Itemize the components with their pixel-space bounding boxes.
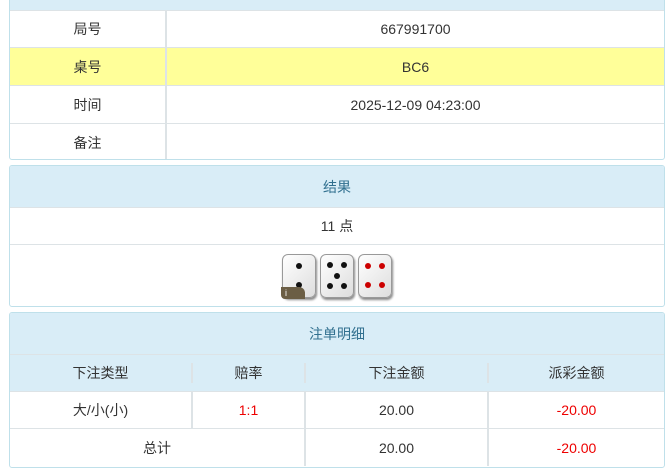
label: 桌号 <box>73 58 102 75</box>
info-badge: i <box>281 286 305 299</box>
total-amount: 20.00 <box>304 429 487 466</box>
label: 备注 <box>73 134 102 151</box>
pip <box>296 281 302 288</box>
die-2: i <box>281 253 316 299</box>
total-row: 总计 20.00 -20.00 <box>10 428 664 466</box>
pip <box>334 272 340 279</box>
row-table: 桌号 BC6 <box>10 47 664 85</box>
table-number: BC6 <box>165 48 664 85</box>
label: 时间 <box>73 96 102 113</box>
pip <box>326 262 333 268</box>
die-4 <box>358 253 392 298</box>
pip <box>296 263 302 270</box>
pip <box>341 283 348 289</box>
row-round: 局号 667991700 <box>10 10 664 47</box>
time-value: 2025-12-09 04:23:00 <box>165 86 664 123</box>
total-payout: -20.00 <box>487 429 664 466</box>
col-payout: 派彩金额 <box>487 363 664 383</box>
total-label: 总计 <box>143 439 171 456</box>
row-time: 时间 2025-12-09 04:23:00 <box>10 85 664 123</box>
col-amount: 下注金额 <box>304 363 487 383</box>
row-note: 备注 <box>10 123 664 159</box>
pip <box>326 283 333 289</box>
pip <box>364 281 371 288</box>
bets-title: 注单明细 <box>10 313 664 354</box>
col-type: 下注类型 <box>72 365 129 381</box>
odds: 1:1 <box>191 392 304 428</box>
col-odds: 赔率 <box>191 363 304 383</box>
note-value <box>165 124 664 159</box>
info-panel: 局号 667991700 桌号 BC6 时间 2025-12-09 04:23:00 … <box>9 0 665 160</box>
result-title: 结果 <box>10 166 664 207</box>
points: 11 点 <box>320 218 354 234</box>
bet-panel: 注单明细 下注类型 赔率 下注金额 派彩金额 大/小(小) 1:1 20.00 … <box>9 312 665 468</box>
table-row: 大/小(小) 1:1 20.00 -20.00 <box>10 391 664 428</box>
pip <box>341 262 348 268</box>
pip <box>364 263 371 270</box>
result-panel: 结果 11 点 i <box>9 165 665 307</box>
pip <box>379 263 386 270</box>
pip <box>379 281 386 288</box>
die-5 <box>320 253 354 298</box>
payout: -20.00 <box>487 392 664 428</box>
bet-type: 大/小(小) <box>72 402 129 418</box>
label: 局号 <box>73 21 102 37</box>
info-header <box>10 0 664 10</box>
dice-group: i <box>10 245 664 306</box>
bets-header-row: 下注类型 赔率 下注金额 派彩金额 <box>10 354 664 391</box>
round-number: 667991700 <box>165 11 664 47</box>
bet-amount: 20.00 <box>304 392 487 428</box>
